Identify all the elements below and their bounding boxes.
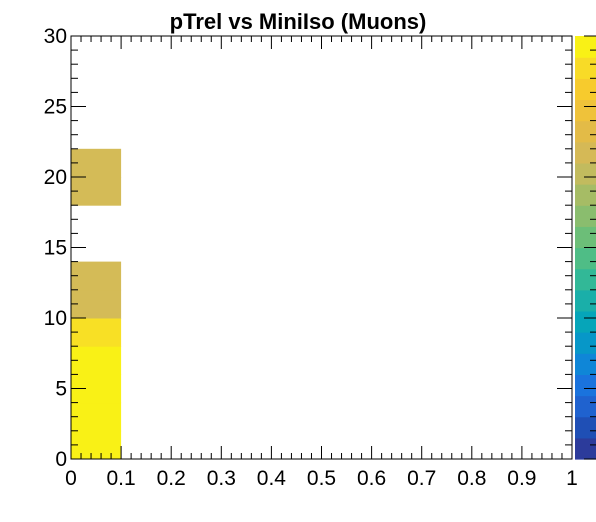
color-scale-step bbox=[575, 247, 596, 270]
x-tick-label: 0 bbox=[65, 467, 77, 490]
color-scale-step bbox=[575, 162, 596, 185]
color-scale-step bbox=[575, 226, 596, 249]
chart-title: pTrel vs MiniIso (Muons) bbox=[170, 9, 427, 34]
color-scale-step bbox=[575, 57, 596, 79]
x-tick-label: 0.3 bbox=[207, 467, 236, 490]
color-scale-step bbox=[575, 353, 596, 375]
heatmap-cell bbox=[71, 177, 122, 206]
y-tick-label: 15 bbox=[44, 237, 67, 260]
x-tick-label: 1 bbox=[566, 467, 578, 490]
y-tick-label: 10 bbox=[44, 307, 67, 330]
color-scale-step bbox=[575, 205, 596, 227]
heatmap-cell bbox=[71, 289, 122, 319]
x-tick-label: 0.6 bbox=[357, 467, 386, 490]
color-scale-step bbox=[575, 416, 596, 439]
color-scale-step bbox=[575, 332, 596, 354]
heatmap-cells bbox=[71, 148, 122, 460]
y-tick-label: 5 bbox=[55, 378, 67, 401]
heatmap-cell bbox=[71, 148, 122, 178]
color-scale-step bbox=[575, 395, 596, 418]
color-scale-step bbox=[575, 289, 596, 312]
color-scale-step bbox=[575, 99, 596, 122]
heatmap-cell bbox=[71, 346, 122, 375]
color-scale-step bbox=[575, 78, 596, 101]
color-scale-step bbox=[575, 374, 596, 397]
x-tick-label: 0.7 bbox=[407, 467, 436, 490]
x-tick-label: 0.2 bbox=[157, 467, 186, 490]
heatmap-cell bbox=[71, 402, 122, 432]
heatmap-cell bbox=[71, 318, 122, 347]
y-tick-label: 20 bbox=[44, 166, 67, 189]
y-tick-label: 0 bbox=[55, 448, 67, 471]
color-scale-step bbox=[575, 36, 596, 58]
heatmap-cell bbox=[71, 261, 122, 291]
color-scale-step bbox=[575, 437, 596, 460]
x-tick-label: 0.8 bbox=[457, 467, 486, 490]
heatmap-cell bbox=[71, 430, 122, 460]
y-tick-label: 25 bbox=[44, 96, 67, 119]
y-tick-label: 30 bbox=[44, 25, 67, 48]
x-axis: 0 0.1 0.2 0.3 0.4 0.5 0.6 0.7 0.8 0.9 1 bbox=[65, 36, 578, 490]
y-axis: 0 5 10 15 20 25 30 bbox=[44, 25, 572, 471]
plot-frame bbox=[70, 35, 573, 460]
color-scale-step bbox=[575, 141, 596, 164]
color-scale-bar bbox=[575, 35, 596, 460]
x-tick-label: 0.4 bbox=[257, 467, 287, 490]
color-scale-step bbox=[575, 120, 596, 143]
x-tick-label: 0.1 bbox=[106, 467, 135, 490]
color-scale-step bbox=[575, 310, 596, 333]
x-tick-label: 0.9 bbox=[507, 467, 536, 490]
x-tick-label: 0.5 bbox=[307, 467, 336, 490]
color-scale-step bbox=[575, 184, 596, 206]
color-scale-step bbox=[575, 268, 596, 291]
